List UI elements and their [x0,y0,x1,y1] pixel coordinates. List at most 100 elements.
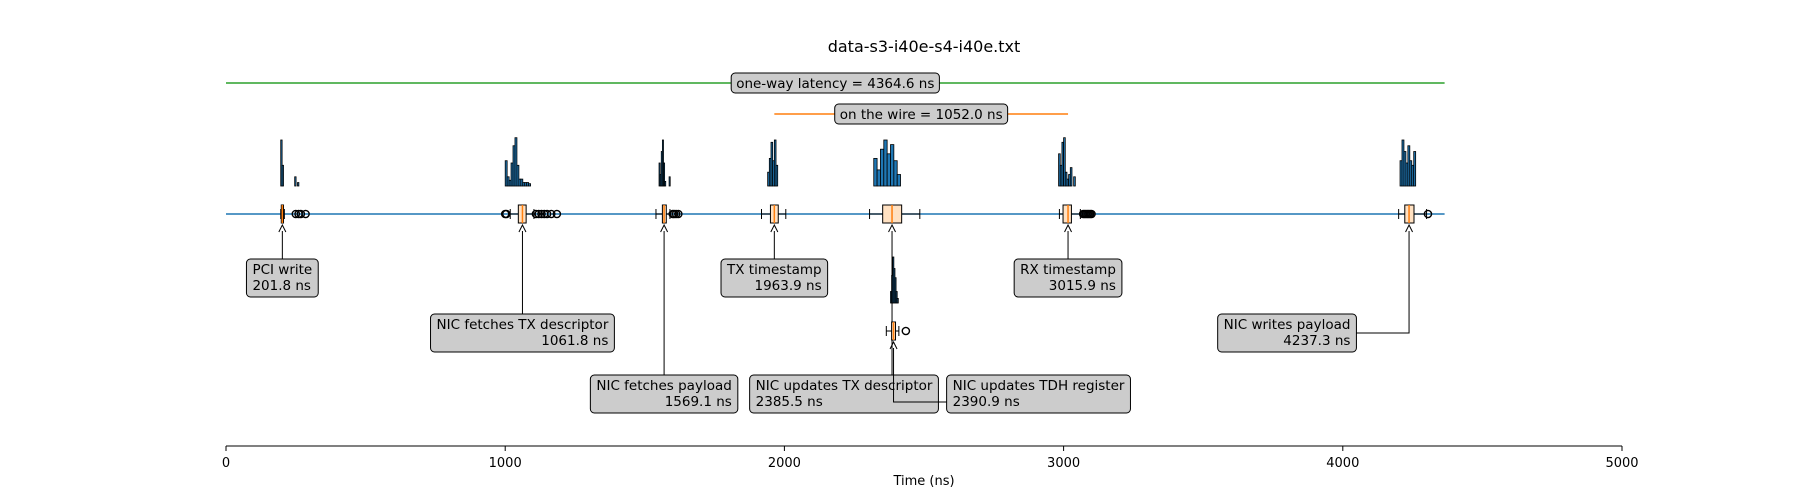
event-nic-fetches-payload-label-text: NIC fetches payload [596,378,731,394]
event-nic-updates-tdh-register-arrow-line [893,348,947,403]
event-nic-fetches-tx-descriptor-flier [546,209,556,219]
event-rx-timestamp-hist-bar [1073,176,1076,187]
event-nic-fetches-tx-descriptor-flier [542,209,552,219]
event-nic-fetches-payload-arrow-head [660,223,669,233]
event-nic-writes-payload-flier [1423,209,1433,219]
event-pci-write-hist-bar [281,164,284,187]
event-nic-fetches-payload-hist-bar [663,162,666,187]
event-nic-fetches-payload-flier [674,209,683,219]
event-rx-timestamp-hist-bar [1063,137,1066,187]
event-nic-writes-payload-label-text: 4237.3 ns [1283,333,1350,349]
event-nic-updates-tdh-register-arrow-head [889,340,898,350]
event-tx-timestamp-arrow-head [770,223,779,233]
event-nic-updates-tdh-register-label-text: NIC updates TDH register [953,378,1125,394]
event-nic-updates-tx-descriptor-hist-bar [886,153,891,187]
x-tick-label: 0 [222,456,230,471]
event-nic-fetches-tx-descriptor-hist-bar [514,137,518,187]
event-nic-updates-tx-descriptor-hist-bar [880,148,885,187]
event-nic-fetches-tx-descriptor-hist-bar [528,183,532,187]
event-pci-write-hist-bar [280,139,283,187]
event-nic-updates-tdh-register-hist-bar [894,277,897,304]
event-pci-write-arrow-head [278,223,287,233]
x-tick-label: 5000 [1605,456,1638,471]
x-axis: 0 1000 2000 3000 4000 5000 [222,445,1639,471]
event-rx-timestamp-box [1062,204,1072,224]
span-latency-label: one-way latency = 4364.6 ns [730,72,940,94]
event-nic-updates-tx-descriptor-label-text: 2385.5 ns [756,394,823,410]
event-nic-fetches-tx-descriptor-hist-bar [516,164,520,187]
span-layer: one-way latency = 4364.6 ns on the wire =… [226,72,1445,125]
event-nic-fetches-tx-descriptor-flier [534,209,544,219]
event-nic-updates-tx-descriptor-label-bg [749,374,939,414]
event-nic-fetches-tx-descriptor-flier [502,209,511,219]
event-rx-timestamp-arrow-head [1064,223,1072,233]
chart-title: data-s3-i40e-s4-i40e.txt [828,37,1021,56]
event-nic-fetches-payload-label-text: 1569.1 ns [665,394,732,410]
event-tx-timestamp-label-text: TX timestamp [726,262,822,278]
event-nic-updates-tx-descriptor-hist-bar [876,169,881,187]
event-pci-write-flier [301,209,310,219]
event-rx-timestamp-hist-bar [1069,167,1073,187]
event-pci-write-label-text: PCI write [252,262,312,278]
event-nic-fetches-tx-descriptor-label-text: 1061.8 ns [541,333,608,349]
event-pci-write-hist-bar [297,182,300,187]
event-nic-updates-tx-descriptor-hist-bar [883,139,888,187]
span-latency-bg [730,72,940,94]
span-latency-text: one-way latency = 4364.6 ns [736,76,934,92]
event-pci-write-flier [296,209,306,219]
event-nic-updates-tx-descriptor-arrow-head [888,223,896,233]
x-tick-label: 1000 [489,456,522,471]
event-nic-fetches-payload-hist-bar [664,180,667,187]
event-tx-timestamp-label-text: 1963.9 ns [755,278,822,294]
span-wire-bg [834,103,1009,125]
event-nic-fetches-payload-hist-bar [668,176,671,187]
event-nic-updates-tx-descriptor-hist-bar [893,160,898,187]
event-nic-writes-payload-arrow-head [1405,223,1413,233]
x-tick-label: 2000 [768,456,801,471]
event-nic-fetches-tx-descriptor-flier [537,209,546,219]
event-nic-fetches-tx-descriptor-flier [531,209,541,219]
x-tick-label: 3000 [1047,456,1080,471]
event-pci-write-label-text: 201.8 ns [252,278,311,294]
x-axis-label: Time (ns) [892,474,954,489]
event-nic-updates-tdh-register-hist-bar [895,291,898,304]
event-rx-timestamp-label-text: 3015.9 ns [1049,278,1116,294]
event-nic-writes-payload-arrow-line [1356,231,1410,334]
event-pci-write-hist-bar [294,176,297,187]
event-nic-updates-tx-descriptor-hist-bar [890,144,895,187]
event-nic-fetches-tx-descriptor-arrow-head [518,223,527,233]
x-tick-label: 4000 [1326,456,1359,471]
event-nic-updates-tx-descriptor-hist-bar [873,157,878,187]
event-nic-writes-payload-label-text: NIC writes payload [1224,317,1351,333]
event-nic-updates-tx-descriptor-hist-bar [896,174,901,187]
event-nic-updates-tdh-register-label-text: 2390.9 ns [953,394,1020,410]
event-nic-updates-tdh-register-label-bg [946,374,1131,414]
event-nic-updates-tx-descriptor-label-text: NIC updates TX descriptor [756,378,933,394]
span-wire-label: on the wire = 1052.0 ns [834,103,1009,125]
event-rx-timestamp-flier [1087,209,1096,219]
event-nic-updates-tdh-register-flier [901,326,911,336]
span-wire-text: on the wire = 1052.0 ns [840,107,1003,123]
event-nic-updates-tdh-register-hist-bar [896,297,899,304]
event-tx-timestamp-hist-bar [773,139,777,187]
event-rx-timestamp-label-text: RX timestamp [1020,262,1116,278]
event-nic-writes-payload-hist-bar [1413,151,1417,187]
event-nic-fetches-tx-descriptor-hist-bar [504,160,508,187]
event-nic-fetches-tx-descriptor-flier [552,209,562,219]
